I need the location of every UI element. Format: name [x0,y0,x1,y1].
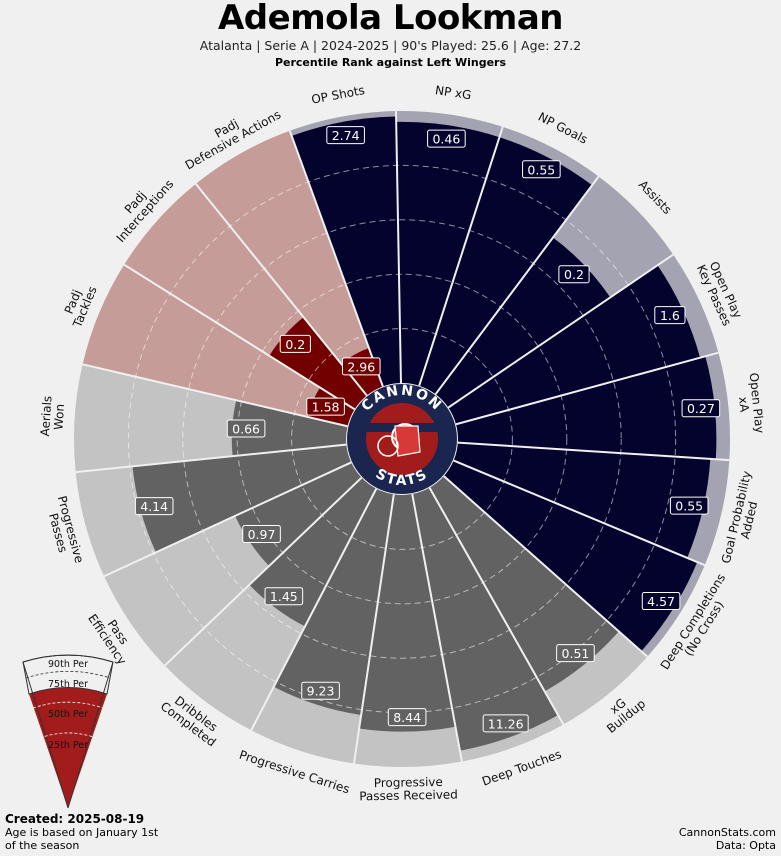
slice-separator [434,175,600,395]
value-label-text: 1.58 [312,400,340,415]
value-label: 0.66 [226,419,266,438]
metric-label: AerialsWon [38,395,68,437]
value-label: 0.55 [669,496,709,515]
value-label: 11.26 [482,714,529,733]
value-label: 1.45 [264,587,304,606]
slice-separator [352,494,395,764]
credit-block: CannonStats.com Data: Opta [678,826,776,852]
slice-separator [428,487,565,726]
grid-ring [127,164,677,714]
credit-data: Data: Opta [715,838,776,852]
slice-separator [394,111,402,384]
value-label-text: 0.66 [232,421,260,436]
value-label-text: 0.2 [285,337,305,352]
slice-bar [448,265,701,425]
value-label: 1.6 [654,306,686,325]
value-label-text: 1.45 [270,589,298,604]
age-note: Age is based on January 1st of the seaso… [5,826,159,852]
value-label: 2.74 [326,126,365,145]
value-label-text: 0.55 [527,162,555,177]
slice-separator [250,488,378,731]
slice-separator [457,441,730,462]
slice-background [195,130,383,396]
value-label-text: 8.44 [393,710,421,725]
value-label-text: 11.26 [488,716,524,731]
slice-separator [164,476,363,667]
value-label-text: 2.96 [347,359,375,374]
value-label-text: 0.55 [675,499,703,514]
value-label-text: 0.27 [687,401,715,416]
logo-bottom-text: STATS [373,466,431,489]
value-label: 0.2 [558,265,590,284]
slice-bar [453,442,711,558]
slice-separator [123,263,356,411]
slice-separator [288,130,384,387]
slice-separator [443,475,649,658]
grid-ring [291,328,513,550]
grid-ring [182,219,622,659]
player-info-subtitle: Atalanta | Serie A | 2024-2025 | 90's Pl… [199,38,582,53]
value-label: 8.44 [387,708,427,727]
slice-bar [273,488,394,716]
percentile-rank-caption: Percentile Rank against Left Wingers [274,56,507,69]
legend-label: 90th Per [48,659,88,670]
value-label: 0.27 [681,399,721,418]
slice-separator [82,363,348,428]
slice-separator [411,493,463,762]
value-label: 0.51 [556,644,595,663]
value-label-text: 0.46 [432,132,460,147]
slice-bar [291,116,401,387]
metric-label: ProgressivePasses Received [359,775,458,804]
slice-bar [419,137,593,395]
value-label: 4.14 [134,497,174,516]
value-label: 4.57 [641,592,681,611]
value-label-text: 4.57 [647,594,675,609]
legend-label: 25th Per [48,740,88,751]
value-label-text: 9.23 [307,684,335,699]
value-label-text: 1.6 [660,308,680,323]
slice-separator [195,183,368,397]
slice-bar [429,476,619,692]
value-label-text: 0.97 [248,527,276,542]
slice-separator [447,253,674,409]
value-label-text: 4.14 [140,499,168,514]
slice-separators [75,111,730,764]
slice-bar [396,121,500,386]
value-label: 2.96 [341,357,381,376]
slice-bar [359,494,456,732]
value-label: 9.23 [301,681,340,700]
cannon-icon [362,423,444,457]
value-label: 0.46 [427,129,466,148]
legend-label: 75th Per [48,679,88,690]
value-label: 0.2 [279,334,311,353]
grid-ring [236,273,568,605]
grid-rings [127,164,677,714]
slice-separator [455,351,719,426]
value-label: 0.55 [522,160,561,179]
slice-separator [453,459,706,567]
legend-label: 50th Per [48,709,88,720]
created-date: Created: 2025-08-19 [5,812,145,826]
credit-site: CannonStats.com [678,826,776,839]
player-name-title: Ademola Lookman [217,0,564,38]
metric-label: NP xG [434,83,472,102]
slice-bar [231,400,348,457]
metric-label: Open PlayxA [734,372,767,435]
value-label-text: 0.2 [564,267,584,282]
slice-bar [456,356,717,460]
value-labels: 2.74 0.46 0.55 0.2 1.6 0.27 0.55 4.57 0.51 11.26 8… [134,126,721,733]
slice-bar [443,460,698,652]
legend-wedge-fill [29,687,107,808]
value-label-text: 2.74 [332,128,360,143]
value-label-text: 0.51 [562,646,590,661]
value-label: 1.58 [306,397,345,416]
value-label: 0.97 [242,524,281,543]
slice-separator [103,461,352,578]
slice-separator [75,443,347,474]
slice-separator [418,126,504,387]
slice-background [82,264,355,427]
